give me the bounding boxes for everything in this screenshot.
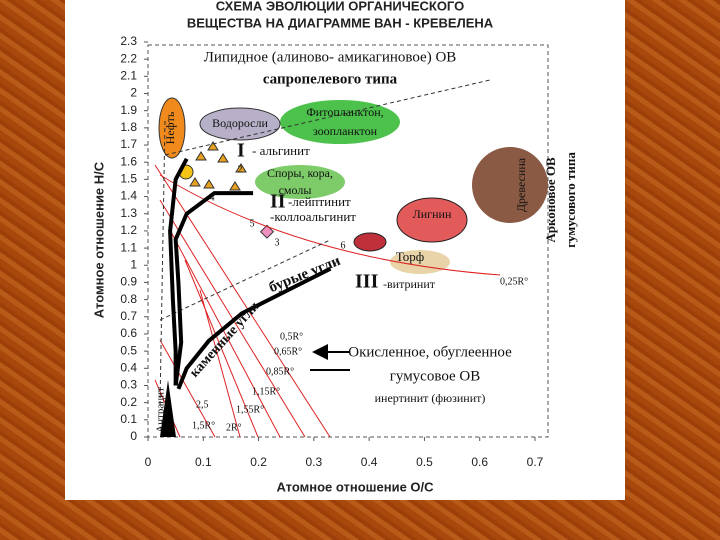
y-tick-label: 1 <box>130 257 137 271</box>
series-label: II <box>270 191 286 213</box>
annotation: Споры, кора, <box>267 166 333 180</box>
marker <box>259 224 275 239</box>
x-tick-label: 0.6 <box>471 455 488 469</box>
annotation: Лигнин <box>413 207 452 221</box>
y-tick-label: 2 <box>130 86 137 100</box>
spores-blob <box>255 165 345 199</box>
x-tick-label: 0.4 <box>361 455 378 469</box>
phytoplankton-blob <box>280 100 400 144</box>
panel <box>65 0 625 500</box>
annotation: гумусовое ОВ <box>390 368 481 384</box>
y-tick-label: 0.7 <box>120 309 137 323</box>
evolution-path <box>168 157 189 386</box>
annotation: 0,85R° <box>266 366 294 377</box>
arrows <box>310 352 350 371</box>
series-label: I <box>237 140 245 162</box>
x-tick-label: 0.7 <box>527 455 544 469</box>
annotation: -витринит <box>383 277 436 291</box>
y-tick-label: 1.4 <box>120 189 137 203</box>
wood-blob <box>472 147 548 223</box>
y-tick-label: 1.5 <box>120 172 137 186</box>
annotation: 3 <box>275 237 280 248</box>
plot-frame <box>147 44 549 438</box>
annotation: -лейптинит <box>288 194 351 209</box>
annotation: Древесина <box>514 157 528 212</box>
lignin-blob <box>396 197 468 243</box>
y-tick-label: 0.2 <box>120 395 137 409</box>
annotation: Арконовое ОВ <box>543 157 558 243</box>
y-tick-label: 1.3 <box>120 206 137 220</box>
y-tick-label: 0.6 <box>120 326 137 340</box>
x-tick-label: 0.3 <box>306 455 323 469</box>
y-tick-label: 0.5 <box>120 343 137 357</box>
x-tick-label: 0 <box>145 455 152 469</box>
y-tick-label: 0 <box>130 429 137 443</box>
annotation: -коллоальгинит <box>270 209 356 224</box>
annotation: Нефть <box>163 111 177 144</box>
title-line: ВЕЩЕСТВА НА ДИАГРАММЕ ВАН - КРЕВЕЛЕНА <box>187 15 494 30</box>
annotation: смолы <box>279 183 312 197</box>
y-tick-label: 0.3 <box>120 378 137 392</box>
annotation: - альгинит <box>252 143 310 158</box>
annotation: 2,5 <box>196 399 209 410</box>
annotation: Торф <box>396 249 424 264</box>
annotation: 0,65R° <box>274 346 302 357</box>
annotation: Фитопланктон, <box>306 105 383 119</box>
oil-blob <box>158 97 186 159</box>
y-tick-label: 0.9 <box>120 275 137 289</box>
x-tick-label: 0.5 <box>416 455 433 469</box>
annotation: 1,55R° <box>236 404 264 415</box>
shapes <box>154 79 548 438</box>
y-tick-label: 2.3 <box>120 34 137 48</box>
triangle-markers <box>189 141 247 191</box>
y-tick-label: 1.7 <box>120 137 137 151</box>
annotation: гумусового типа <box>563 152 578 248</box>
isoreflectance-curve <box>159 174 501 276</box>
y-tick-label: 2.2 <box>120 51 137 65</box>
anthracite-wedge <box>160 380 176 437</box>
annotation: 2R° <box>226 422 242 433</box>
isoreflectance-lines <box>154 164 331 438</box>
y-tick-label: 2.1 <box>120 69 137 83</box>
annotation: 0,5R° <box>280 331 303 342</box>
y-tick-label: 1.6 <box>120 154 137 168</box>
annotation: 0,25R° <box>500 276 528 287</box>
annotation: инертинит (фюзинит) <box>375 391 486 405</box>
annotation: Антрацит <box>155 387 167 433</box>
annotation: зоопланктон <box>313 124 378 138</box>
y-tick-label: 1.2 <box>120 223 137 237</box>
y-axis-label: Атомное отношение Н/С <box>91 161 106 318</box>
annotation: 6 <box>341 240 346 251</box>
hatched-blob <box>353 232 387 252</box>
dashed-guides <box>159 79 491 406</box>
annotation: Окисленное, обуглеенное <box>348 344 512 360</box>
x-tick-label: 0.1 <box>195 455 212 469</box>
annotation: сапропелевого типа <box>263 71 398 87</box>
algae-blob <box>199 107 281 141</box>
x-axis-label: Атомное отношение О/С <box>276 479 434 494</box>
evolution-path <box>176 266 332 390</box>
annotation: 1,5R° <box>192 420 215 431</box>
annotation: Водоросли <box>212 116 268 130</box>
x-tick-label: 0.2 <box>250 455 267 469</box>
y-tick-label: 1.8 <box>120 120 137 134</box>
annotation: 1,15R° <box>252 386 280 397</box>
title-line: СХЕМА ЭВОЛЮЦИИ ОРГАНИЧЕСКОГО <box>216 0 465 13</box>
series-label: III <box>355 271 379 293</box>
evolution-path <box>173 191 254 386</box>
annotation: 4 <box>210 192 215 203</box>
y-tick-label: 0.8 <box>120 292 137 306</box>
annotation: 5 <box>250 218 255 229</box>
y-tick-label: 0.4 <box>120 360 137 374</box>
y-tick-label: 1.1 <box>120 240 137 254</box>
annotation: Липидное (алиново- амикагиновое) ОВ <box>204 49 457 65</box>
annotation: 2 <box>238 164 243 175</box>
y-tick-label: 1.9 <box>120 103 137 117</box>
y-tick-label: 0.1 <box>120 412 137 426</box>
